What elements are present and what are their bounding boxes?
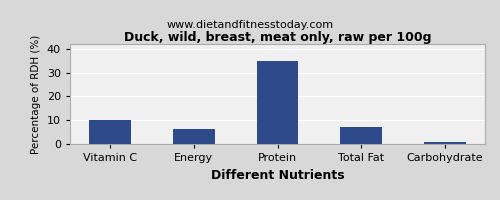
Bar xyxy=(89,120,131,144)
Bar xyxy=(340,127,382,144)
X-axis label: Different Nutrients: Different Nutrients xyxy=(210,169,344,182)
Bar xyxy=(424,142,466,144)
Bar xyxy=(256,61,298,144)
Text: www.dietandfitnesstoday.com: www.dietandfitnesstoday.com xyxy=(166,20,334,30)
Title: Duck, wild, breast, meat only, raw per 100g: Duck, wild, breast, meat only, raw per 1… xyxy=(124,31,431,44)
Y-axis label: Percentage of RDH (%): Percentage of RDH (%) xyxy=(32,34,42,154)
Bar xyxy=(172,129,214,144)
